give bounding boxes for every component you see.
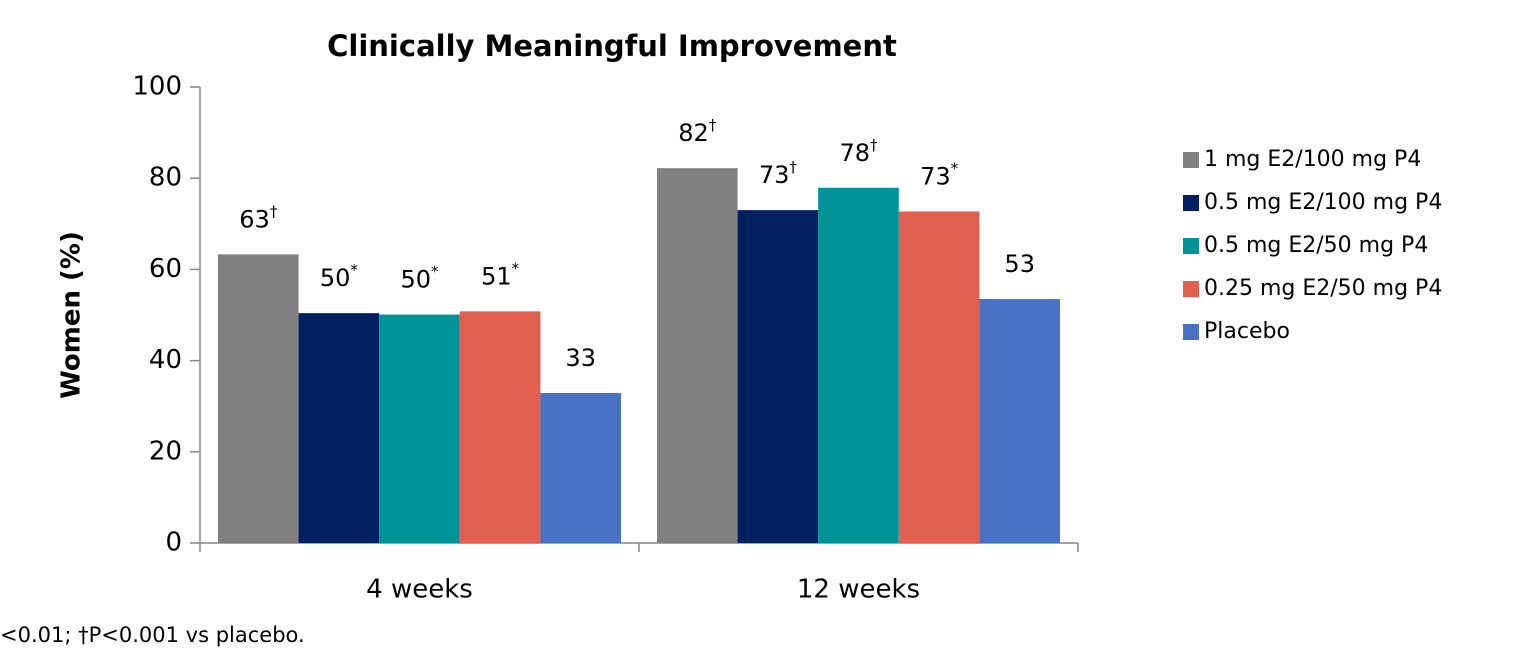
bar xyxy=(379,314,460,543)
bar xyxy=(979,299,1060,543)
legend-swatch xyxy=(1183,238,1199,254)
bar xyxy=(657,168,738,543)
value-label: 73† xyxy=(759,158,798,190)
bar xyxy=(298,313,380,543)
value-label: 73* xyxy=(920,159,959,191)
value-label: 78† xyxy=(839,135,878,167)
y-tick-label: 100 xyxy=(132,72,182,102)
legend-swatch xyxy=(1183,152,1199,168)
y-tick-label: 0 xyxy=(165,528,182,558)
chart-title: Clinically Meaningful Improvement xyxy=(327,29,897,63)
legend-label: Placebo xyxy=(1204,319,1290,344)
y-tick-label: 40 xyxy=(149,345,182,375)
footnote: <0.01; †P<0.001 vs placebo. xyxy=(0,623,305,647)
legend-label: 1 mg E2/100 mg P4 xyxy=(1204,147,1421,172)
y-tick-label: 80 xyxy=(149,163,182,193)
value-label: 82† xyxy=(678,116,717,148)
value-label: 53 xyxy=(1004,250,1035,278)
bar xyxy=(898,211,980,543)
bar xyxy=(459,311,541,543)
bar xyxy=(218,254,299,544)
legend-swatch xyxy=(1183,324,1199,340)
bar xyxy=(737,210,819,543)
x-tick-label: 4 weeks xyxy=(366,575,473,605)
legend-swatch xyxy=(1183,195,1199,211)
legend-label: 0.5 mg E2/50 mg P4 xyxy=(1204,233,1428,258)
value-label: 50* xyxy=(320,261,359,293)
value-label: 63† xyxy=(239,202,278,234)
value-label: 51* xyxy=(481,259,520,291)
y-tick-label: 60 xyxy=(149,254,182,284)
value-label: 50* xyxy=(400,262,439,294)
legend-label: 0.25 mg E2/50 mg P4 xyxy=(1204,276,1442,301)
legend-label: 0.5 mg E2/100 mg P4 xyxy=(1204,190,1442,215)
value-label: 33 xyxy=(565,344,596,372)
y-tick-label: 20 xyxy=(149,436,182,466)
y-axis-label: Women (%) xyxy=(57,231,87,399)
bar xyxy=(540,392,621,543)
bar xyxy=(818,187,899,543)
legend-swatch xyxy=(1183,281,1199,297)
x-tick-label: 12 weeks xyxy=(797,575,920,605)
